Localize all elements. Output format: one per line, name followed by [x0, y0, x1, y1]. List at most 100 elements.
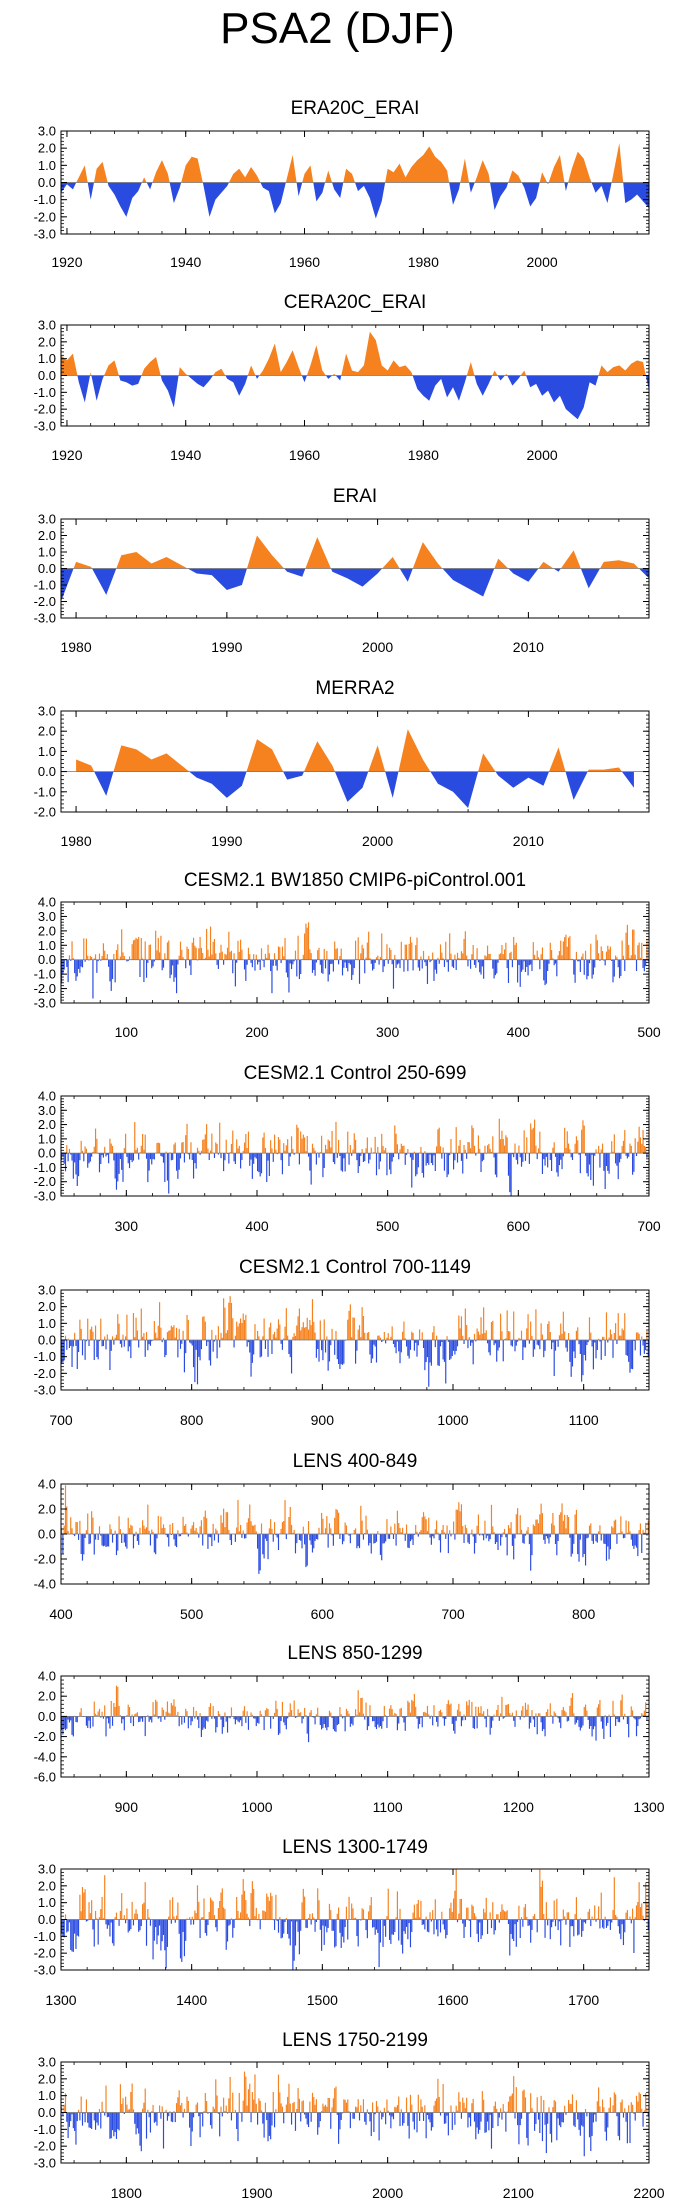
- bar: [430, 1919, 432, 1922]
- bar: [392, 959, 395, 989]
- bar: [374, 2112, 376, 2115]
- bar: [502, 1139, 504, 1154]
- bar: [151, 1340, 153, 1342]
- bar: [505, 1534, 507, 1538]
- bar: [581, 1340, 583, 1382]
- bar: [394, 1919, 396, 1932]
- bar: [362, 1534, 365, 1540]
- bar: [208, 956, 210, 960]
- bar: [296, 1534, 298, 1544]
- bar: [493, 2105, 495, 2113]
- bar: [358, 1712, 361, 1717]
- bar: [165, 1711, 167, 1717]
- bar: [182, 1516, 184, 1534]
- bar: [91, 1326, 93, 1340]
- bar: [185, 959, 187, 969]
- bar: [396, 1716, 398, 1731]
- bar: [343, 1716, 345, 1718]
- bar: [63, 1153, 65, 1164]
- bar: [485, 1897, 487, 1920]
- bar: [169, 2111, 171, 2113]
- bar: [506, 1534, 508, 1556]
- bar: [113, 1534, 115, 1535]
- bar: [353, 1716, 355, 1718]
- bar: [89, 1913, 91, 1920]
- bar: [471, 1529, 473, 1534]
- bar: [117, 1534, 119, 1551]
- bar: [643, 1919, 645, 1921]
- bar: [168, 1330, 170, 1340]
- bar: [134, 1337, 136, 1340]
- bar: [374, 1136, 376, 1154]
- bar: [462, 1153, 464, 1174]
- bar: [496, 1534, 498, 1543]
- bar: [105, 1716, 107, 1737]
- bar: [494, 2101, 496, 2113]
- bar: [209, 2112, 212, 2126]
- bar: [64, 2093, 67, 2113]
- x-tick-label: 2000: [362, 639, 393, 655]
- bar: [264, 1710, 267, 1717]
- bar: [365, 1148, 367, 1154]
- bar: [349, 2112, 351, 2129]
- bar: [360, 2105, 362, 2113]
- bar: [530, 1123, 532, 1154]
- bar: [583, 1919, 585, 1923]
- bar: [98, 1917, 101, 1920]
- bar: [196, 1147, 199, 1154]
- bar: [586, 1153, 588, 1174]
- bar: [441, 1153, 443, 1159]
- bar: [253, 1888, 255, 1920]
- bar: [526, 2112, 528, 2138]
- bar: [594, 1905, 596, 1920]
- bar: [438, 1340, 440, 1366]
- bar: [455, 1340, 457, 1351]
- bar: [536, 2097, 538, 2113]
- bar: [310, 1919, 312, 1925]
- bar: [298, 1153, 300, 1165]
- bar: [181, 949, 183, 960]
- bar: [530, 2093, 532, 2113]
- bar: [527, 1314, 529, 1340]
- bar: [560, 940, 562, 960]
- bar: [131, 1153, 133, 1163]
- bar: [524, 1340, 527, 1348]
- bar: [87, 955, 89, 960]
- bar: [416, 1340, 418, 1357]
- bar: [260, 2110, 263, 2113]
- bar: [420, 1900, 422, 1920]
- bar: [344, 1522, 346, 1534]
- bar: [77, 1534, 80, 1540]
- bar: [599, 1919, 601, 1929]
- bar: [181, 1716, 183, 1725]
- bar: [557, 1340, 559, 1347]
- bar: [305, 923, 307, 960]
- bar: [87, 2112, 89, 2123]
- y-tick-label: 1.0: [38, 2088, 56, 2103]
- bar: [612, 1527, 614, 1534]
- bar: [101, 1711, 103, 1717]
- bar: [584, 1919, 587, 1924]
- bar: [528, 1919, 530, 1926]
- bar: [356, 2107, 358, 2113]
- bar: [402, 2112, 404, 2126]
- bar: [526, 1530, 528, 1534]
- bar: [613, 1520, 615, 1534]
- bar: [511, 1534, 513, 1546]
- bar: [63, 1716, 65, 1729]
- bar: [458, 1502, 460, 1534]
- bar: [405, 1524, 408, 1534]
- bar: [483, 1908, 485, 1920]
- y-tick-label: -2.0: [34, 2139, 56, 2154]
- bar: [79, 2112, 81, 2121]
- bar: [270, 1716, 272, 1729]
- bar: [62, 959, 64, 974]
- bar: [417, 1340, 419, 1346]
- bar: [96, 1918, 98, 1920]
- bar: [412, 1333, 414, 1340]
- bar: [577, 1140, 579, 1154]
- bar: [140, 1145, 142, 1154]
- bar: [607, 1919, 609, 1926]
- bar: [255, 2103, 257, 2113]
- bar: [368, 1716, 370, 1727]
